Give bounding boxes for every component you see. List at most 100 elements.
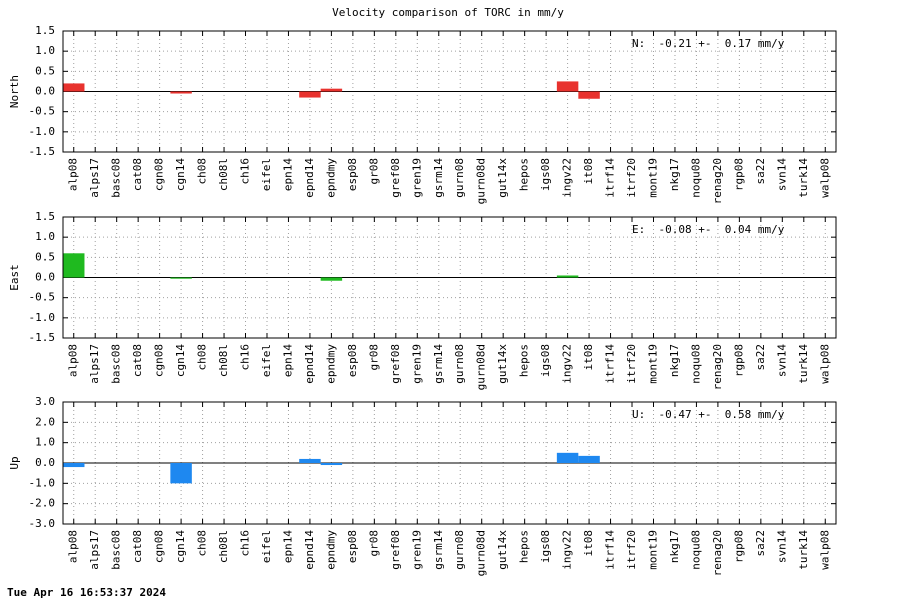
x-tick-label: mont19 bbox=[646, 158, 659, 198]
x-tick-label: rgp08 bbox=[732, 344, 745, 377]
x-tick-label: gurn08 bbox=[453, 158, 466, 198]
y-tick-label: 0.5 bbox=[35, 64, 55, 77]
x-tick-label: gurn08d bbox=[475, 344, 488, 390]
y-tick-label: 0.0 bbox=[35, 456, 55, 469]
x-tick-label: ch08l bbox=[217, 158, 230, 191]
x-tick-label: noqu08 bbox=[689, 530, 702, 570]
bar bbox=[320, 463, 343, 466]
x-tick-label: gsrm14 bbox=[432, 158, 445, 198]
x-tick-label: alps17 bbox=[88, 158, 101, 198]
x-tick-label: walp08 bbox=[818, 530, 831, 570]
x-tick-label: ingv22 bbox=[561, 530, 574, 570]
x-tick-label: alp08 bbox=[67, 158, 80, 191]
plot-frame bbox=[62, 401, 837, 525]
annotation: N: -0.21 +- 0.17 mm/y bbox=[632, 37, 785, 50]
x-tick-label: ch16 bbox=[239, 530, 252, 557]
bar bbox=[578, 91, 600, 99]
x-tick-label: esp08 bbox=[346, 530, 359, 563]
x-tick-label: itrf14 bbox=[604, 530, 617, 570]
x-tick-label: epnd14 bbox=[303, 530, 316, 570]
x-tick-label: cgn08 bbox=[153, 158, 166, 191]
x-tick-label: cgn14 bbox=[174, 158, 187, 191]
x-tick-label: gurn08d bbox=[475, 530, 488, 576]
bar bbox=[170, 277, 192, 279]
y-tick-label: -1.0 bbox=[29, 311, 56, 324]
y-tick-label: 1.5 bbox=[35, 24, 55, 37]
x-tick-label: svn14 bbox=[775, 158, 788, 191]
x-tick-label: gren19 bbox=[410, 344, 423, 384]
y-tick-label: 3.0 bbox=[35, 395, 55, 408]
y-tick-label: 1.0 bbox=[35, 230, 55, 243]
x-tick-label: eifel bbox=[260, 158, 273, 191]
y-tick-label: -1.5 bbox=[29, 145, 56, 158]
x-tick-label: esp08 bbox=[346, 344, 359, 377]
annotation: U: -0.47 +- 0.58 mm/y bbox=[632, 408, 785, 421]
x-tick-label: gref08 bbox=[389, 344, 402, 384]
x-tick-label: noqu08 bbox=[689, 344, 702, 384]
x-tick-label: ch16 bbox=[239, 344, 252, 371]
x-tick-label: hepos bbox=[518, 158, 531, 191]
x-tick-label: turk14 bbox=[797, 344, 810, 384]
x-tick-label: ch08l bbox=[217, 530, 230, 563]
x-tick-label: gr08 bbox=[367, 344, 380, 371]
x-tick-label: itrf20 bbox=[625, 158, 638, 198]
x-tick-label: ch08 bbox=[196, 530, 209, 557]
x-tick-label: turk14 bbox=[797, 530, 810, 570]
x-tick-label: epn14 bbox=[281, 530, 294, 563]
bar bbox=[320, 88, 343, 92]
x-tick-label: gsrm14 bbox=[432, 344, 445, 384]
y-tick-label: -3.0 bbox=[29, 517, 56, 530]
x-tick-label: walp08 bbox=[818, 158, 831, 198]
x-tick-label: nkg17 bbox=[668, 344, 681, 377]
x-tick-label: igs08 bbox=[539, 344, 552, 377]
x-tick-label: igs08 bbox=[539, 158, 552, 191]
x-tick-label: renag20 bbox=[711, 530, 724, 576]
x-tick-label: epndmy bbox=[324, 530, 337, 570]
x-tick-label: renag20 bbox=[711, 158, 724, 204]
x-tick-label: nkg17 bbox=[668, 530, 681, 563]
bar bbox=[170, 91, 192, 94]
x-tick-label: hepos bbox=[518, 530, 531, 563]
y-axis-label: Up bbox=[8, 456, 21, 469]
y-tick-label: 0.0 bbox=[35, 271, 55, 284]
x-tick-label: gr08 bbox=[367, 158, 380, 185]
x-tick-label: epnd14 bbox=[303, 344, 316, 384]
y-tick-label: 0.0 bbox=[35, 85, 55, 98]
bar bbox=[170, 463, 192, 484]
bar bbox=[578, 455, 600, 463]
x-tick-label: nkg17 bbox=[668, 158, 681, 191]
x-tick-label: ch08 bbox=[196, 158, 209, 185]
y-tick-label: -2.0 bbox=[29, 497, 56, 510]
x-tick-label: gurn08 bbox=[453, 530, 466, 570]
x-tick-label: it08 bbox=[582, 344, 595, 371]
x-tick-label: sa22 bbox=[754, 344, 767, 371]
x-tick-label: epndmy bbox=[324, 344, 337, 384]
y-tick-label: -1.0 bbox=[29, 476, 56, 489]
y-tick-label: 1.5 bbox=[35, 210, 55, 223]
x-tick-label: gurn08d bbox=[475, 158, 488, 204]
x-tick-label: cgn14 bbox=[174, 530, 187, 563]
x-tick-label: alp08 bbox=[67, 530, 80, 563]
y-tick-label: -0.5 bbox=[29, 291, 56, 304]
bar bbox=[320, 277, 343, 281]
x-tick-label: ch16 bbox=[239, 158, 252, 185]
x-tick-label: basc08 bbox=[110, 158, 123, 198]
x-tick-label: gren19 bbox=[410, 158, 423, 198]
y-axis-label: North bbox=[8, 75, 21, 108]
x-tick-label: svn14 bbox=[775, 344, 788, 377]
bar bbox=[299, 91, 321, 98]
y-tick-label: -0.5 bbox=[29, 105, 56, 118]
x-tick-label: gref08 bbox=[389, 530, 402, 570]
x-tick-label: itrf20 bbox=[625, 344, 638, 384]
x-tick-label: cgn08 bbox=[153, 530, 166, 563]
x-tick-label: gsrm14 bbox=[432, 530, 445, 570]
x-tick-label: eifel bbox=[260, 530, 273, 563]
x-tick-label: gut14x bbox=[496, 530, 509, 570]
x-tick-label: renag20 bbox=[711, 344, 724, 390]
x-tick-label: alps17 bbox=[88, 344, 101, 384]
x-tick-label: ch08 bbox=[196, 344, 209, 371]
x-tick-label: cgn14 bbox=[174, 344, 187, 377]
